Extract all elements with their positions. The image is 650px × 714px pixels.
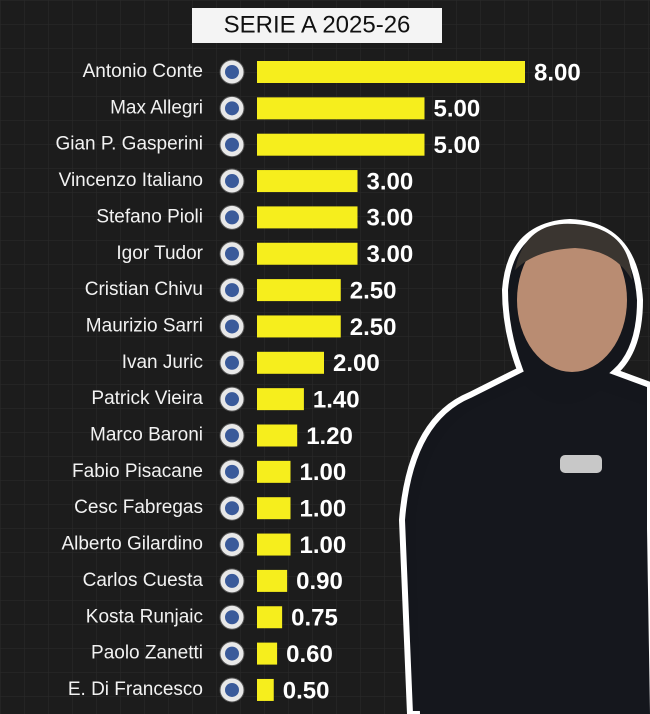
value-label: 0.60 [286,641,333,668]
team-logo-inner [225,174,239,189]
bar [257,133,425,156]
team-logo-inner [225,682,239,697]
value-label: 0.90 [296,568,343,595]
coach-name: Antonio Conte [83,61,203,82]
value-label: 2.50 [350,277,397,304]
bar [257,170,358,193]
value-label: 2.50 [350,314,397,341]
coach-name: Vincenzo Italiano [59,170,203,191]
coach-name: Max Allegri [110,97,203,118]
team-logo-inner [225,610,239,625]
bar [257,97,425,120]
bar [257,279,341,302]
team-logo-inner [225,464,239,479]
chart-title: SERIE A 2025-26 [224,11,411,38]
bar [257,533,291,556]
value-label: 3.00 [367,241,414,268]
coach-name: E. Di Francesco [68,679,203,700]
bar [257,678,274,701]
bar [257,424,298,447]
team-logo-inner [225,137,239,152]
team-logo-inner [225,646,239,661]
title-box [192,8,442,43]
value-label: 3.00 [367,168,414,195]
coach-name: Maurizio Sarri [86,315,203,336]
team-logo-inner [225,573,239,588]
team-logo-inner [225,283,239,298]
team-logo-inner [225,246,239,261]
bar [257,351,324,374]
bar [257,460,291,483]
bar [257,642,278,665]
team-logo-inner [225,501,239,516]
bar [257,315,341,338]
team-logo-inner [225,210,239,225]
value-label: 8.00 [534,59,581,86]
coach-name: Fabio Pisacane [72,461,203,482]
team-logo-inner [225,392,239,407]
team-logo-inner [225,65,239,79]
value-label: 0.50 [283,677,330,704]
team-logo-inner [225,355,239,370]
coach-photo [398,218,650,714]
coach-name: Cristian Chivu [85,279,203,300]
team-logo-inner [225,537,239,552]
coach-name: Ivan Juric [122,352,203,373]
value-label: 2.00 [333,350,380,377]
coach-name: Igor Tudor [116,243,203,264]
coach-name: Kosta Runjaic [86,606,203,627]
value-label: 5.00 [434,132,481,159]
value-label: 1.00 [300,459,347,486]
coach-name: Cesc Fabregas [74,497,203,518]
value-label: 5.00 [434,96,481,123]
coach-name: Carlos Cuesta [83,570,204,591]
bar [257,569,288,592]
coach-name: Marco Baroni [90,425,203,446]
coach-name: Paolo Zanetti [91,643,203,664]
coach-name: Patrick Vieira [91,388,203,409]
bar [257,388,304,411]
value-label: 1.00 [300,496,347,523]
value-label: 1.00 [300,532,347,559]
bar [257,242,358,265]
bar [257,606,283,629]
value-label: 3.00 [367,205,414,232]
bar [257,497,291,520]
team-logo-inner [225,319,239,334]
coach-name: Alberto Gilardino [61,534,203,555]
value-label: 1.40 [313,386,360,413]
value-label: 0.75 [291,605,338,632]
team-logo-inner [225,428,239,443]
bar [257,206,358,229]
value-label: 1.20 [306,423,353,450]
coach-name: Stefano Pioli [96,206,203,227]
bar [257,61,525,83]
team-logo-inner [225,101,239,116]
coach-name: Gian P. Gasperini [55,134,203,155]
